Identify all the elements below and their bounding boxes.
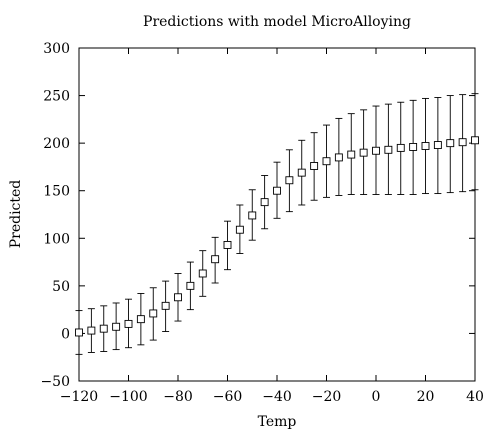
data-point bbox=[372, 146, 380, 155]
data-point bbox=[347, 150, 356, 159]
data-point bbox=[260, 198, 269, 207]
data-point bbox=[310, 162, 319, 170]
data-point bbox=[471, 136, 479, 145]
data-point bbox=[186, 281, 195, 290]
x-tick-label: −120 bbox=[60, 389, 98, 405]
data-point bbox=[396, 143, 405, 152]
y-tick-label: 250 bbox=[43, 89, 70, 105]
y-tick-label: 200 bbox=[43, 136, 70, 152]
y-tick-label: 50 bbox=[52, 279, 70, 295]
y-tick-label: 100 bbox=[43, 231, 70, 247]
data-point bbox=[433, 141, 442, 149]
data-point bbox=[235, 225, 244, 234]
y-axis-label: Predicted bbox=[8, 180, 24, 249]
plot-area: −120 −100 −80 −60 −40 −20 0 20 40 −50 0 50 100 150 20… bbox=[40, 41, 483, 405]
data-point bbox=[211, 255, 220, 264]
data-point bbox=[75, 328, 83, 337]
data-point bbox=[421, 142, 430, 150]
data-point bbox=[149, 309, 158, 318]
data-point bbox=[273, 186, 281, 195]
data-point bbox=[136, 315, 145, 324]
data-point bbox=[384, 145, 393, 154]
data-point bbox=[124, 319, 133, 328]
y-tick-label: 300 bbox=[43, 41, 70, 57]
x-tick-label: 0 bbox=[372, 389, 381, 405]
data-point bbox=[446, 139, 455, 148]
data-point bbox=[161, 301, 170, 310]
data-point bbox=[223, 240, 232, 249]
data-point bbox=[409, 142, 418, 151]
data-point bbox=[248, 211, 257, 220]
x-tick-labels: −120 −100 −80 −60 −40 −20 0 20 40 bbox=[60, 389, 484, 405]
axis-ticks bbox=[78, 47, 476, 382]
data-point bbox=[112, 322, 121, 331]
x-tick-label: 20 bbox=[417, 389, 435, 405]
data-point bbox=[458, 138, 467, 147]
data-point bbox=[334, 153, 343, 162]
y-tick-label: 0 bbox=[61, 326, 70, 342]
y-tick-label: −50 bbox=[40, 374, 70, 390]
x-tick-label: 40 bbox=[466, 389, 484, 405]
x-tick-label: −40 bbox=[262, 389, 292, 405]
x-axis-label: Temp bbox=[258, 414, 297, 430]
data-point bbox=[174, 293, 182, 302]
x-tick-label: −100 bbox=[109, 389, 147, 405]
data-point bbox=[322, 157, 331, 166]
x-tick-label: −20 bbox=[312, 389, 342, 405]
data-point bbox=[198, 269, 207, 278]
error-bars bbox=[75, 93, 479, 355]
x-tick-label: −60 bbox=[213, 389, 243, 405]
chart-title: Predictions with model MicroAlloying bbox=[143, 14, 411, 30]
data-markers bbox=[75, 136, 479, 337]
data-point bbox=[285, 176, 294, 185]
data-point bbox=[99, 324, 108, 333]
y-tick-labels: −50 0 50 100 150 200 250 300 bbox=[40, 41, 70, 390]
x-tick-label: −80 bbox=[163, 389, 193, 405]
data-point bbox=[359, 148, 368, 157]
y-tick-label: 150 bbox=[43, 184, 70, 200]
data-point bbox=[87, 326, 96, 335]
data-point bbox=[297, 168, 306, 177]
